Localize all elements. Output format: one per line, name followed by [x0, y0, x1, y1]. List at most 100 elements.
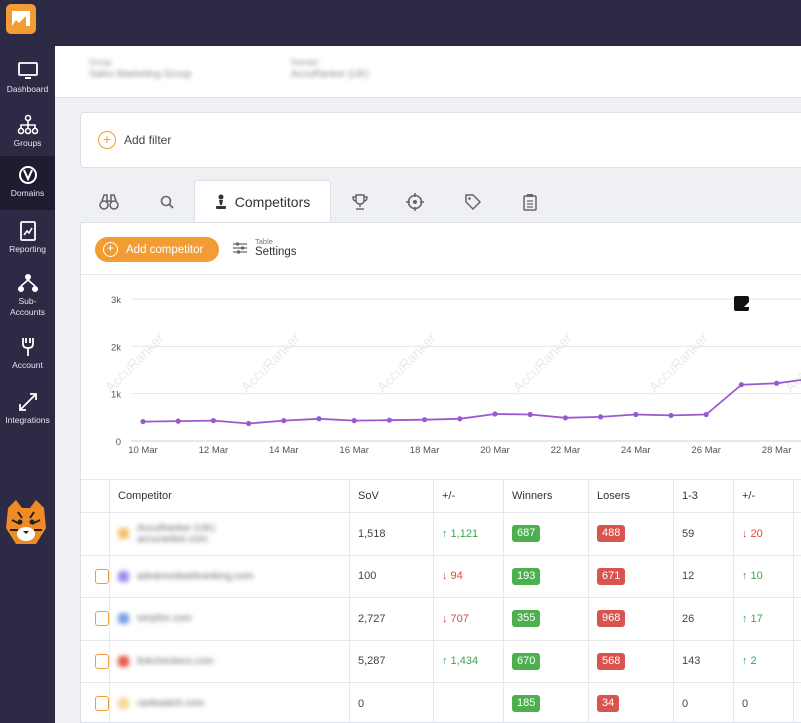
top3-delta-cell: ↑ 10	[733, 555, 793, 597]
tab-landing-pages[interactable]	[400, 180, 430, 223]
competitor-name: serpfox.com	[137, 613, 192, 625]
winners-badge: 193	[512, 567, 541, 585]
row-checkbox[interactable]	[95, 611, 109, 627]
data-point	[281, 418, 287, 424]
top3-value: 0	[682, 697, 689, 710]
nav-dashboard[interactable]: Dashboard	[0, 52, 55, 106]
competitors-panel: + Add competitor Table Settings 3k 2k 1k 0 A…	[80, 222, 801, 723]
header-strip: Group Sales Marketing Group Domain AccuR…	[55, 46, 801, 98]
sov-value: 5,287	[358, 655, 386, 668]
competitor-info: AccuRanker (UK) accuranker.com	[118, 523, 215, 545]
favicon-icon	[118, 613, 129, 625]
x-tick-label: 26 Mar	[691, 445, 721, 456]
competitor-name: AccuRanker (UK)	[137, 522, 215, 534]
select-cell	[81, 556, 109, 598]
top3-cell: 0	[673, 683, 733, 723]
x-tick-label: 22 Mar	[551, 445, 581, 456]
top3-delta: ↑ 17	[742, 612, 763, 625]
settings-label: Settings	[255, 246, 297, 258]
data-point	[703, 411, 709, 418]
column-header[interactable]: Competitor	[109, 480, 349, 512]
data-point	[316, 416, 322, 422]
tab-tags[interactable]	[458, 180, 488, 223]
group-selector[interactable]: Group Sales Marketing Group	[89, 58, 191, 80]
header-select-cell	[81, 480, 109, 512]
plus-circle-icon: +	[98, 131, 116, 149]
column-header[interactable]: +/-	[433, 480, 503, 512]
nav-label: Account	[12, 360, 43, 370]
watermark-text: AccuRanker	[102, 330, 167, 395]
add-competitor-button[interactable]: + Add competitor	[95, 237, 219, 262]
domain-caption: Domain	[291, 58, 319, 67]
losers-cell: 671	[588, 555, 673, 597]
group-caption: Group	[89, 58, 112, 67]
competitor-lines: serpfox.com	[137, 613, 191, 624]
tab-competitors[interactable]: Competitors	[194, 180, 331, 223]
data-point	[598, 414, 604, 420]
x-tick-label: 12 Mar	[199, 445, 229, 456]
losers-badge: 568	[597, 652, 626, 670]
x-tick-label: 28 Mar	[762, 445, 792, 456]
add-filter-button[interactable]: + Add filter	[98, 131, 171, 149]
nav-domains[interactable]: Domains	[0, 156, 55, 210]
top3-value: 143	[682, 655, 701, 668]
tab-keywords[interactable]	[152, 180, 182, 223]
column-header[interactable]: Losers	[588, 480, 673, 512]
tab-bar: Competitors	[80, 180, 801, 223]
chess-pawn-icon	[215, 194, 226, 209]
losers-badge: 488	[597, 525, 626, 543]
top3-delta-cell: ↑ 2	[733, 640, 793, 682]
data-point	[562, 415, 568, 421]
nav-groups[interactable]: Groups	[0, 106, 55, 160]
row-checkbox[interactable]	[95, 696, 109, 712]
table-row: rankwatch.com 0 185 34 0 0	[81, 682, 801, 723]
sidebar: Dashboard Groups Domains Reporting Sub- …	[0, 46, 55, 723]
toolbar: + Add competitor Table Settings	[81, 223, 801, 275]
nav-label: Dashboard	[6, 84, 49, 94]
tab-overview[interactable]	[94, 180, 124, 223]
losers-badge: 968	[597, 610, 626, 628]
tab-notes[interactable]	[515, 180, 545, 223]
domain-selector[interactable]: Domain AccuRanker (UK)	[291, 58, 369, 80]
select-cell	[81, 683, 109, 723]
competitor-cell: rankwatch.com	[109, 683, 349, 723]
binoculars-icon	[99, 193, 119, 210]
tab-ranking-distribution[interactable]	[345, 180, 375, 223]
top3-delta-cell: ↓ 20	[733, 513, 793, 555]
data-point	[246, 420, 252, 427]
domain-value: AccuRanker (UK)	[291, 69, 369, 80]
table-header-row: Competitor SoV +/- Winners Losers 1-3 +/- 4	[81, 479, 801, 512]
row-checkbox[interactable]	[95, 568, 109, 584]
accuranker-logo[interactable]	[6, 4, 36, 34]
table-row: AccuRanker (UK) accuranker.com 1,518 ↑ 1,12…	[81, 512, 801, 555]
top3-delta: ↓ 20	[742, 527, 763, 540]
column-header[interactable]: SoV	[349, 480, 433, 512]
sov-value: 0	[358, 697, 365, 710]
column-header-label: Winners	[512, 490, 553, 502]
row-checkbox[interactable]	[95, 653, 109, 669]
series-line	[142, 379, 801, 425]
data-point	[175, 418, 181, 424]
nav-label: Domains	[10, 188, 45, 198]
col4-cell	[793, 640, 801, 682]
nav-reporting[interactable]: Reporting	[0, 212, 55, 266]
column-header[interactable]: 4	[793, 480, 801, 512]
top3-cell: 26	[673, 598, 733, 640]
column-header[interactable]: +/-	[733, 480, 793, 512]
winners-badge: 185	[512, 695, 541, 713]
losers-badge: 34	[597, 695, 620, 713]
table-caption: Table	[255, 237, 273, 246]
competitor-domain: accuranker.com	[137, 533, 208, 545]
column-header[interactable]: 1-3	[673, 480, 733, 512]
nav-sub-accounts[interactable]: Sub- Accounts	[0, 264, 55, 326]
nav-integrations[interactable]: Integrations	[0, 383, 55, 437]
sov-cell: 1,518	[349, 513, 433, 555]
sov-delta-cell: ↑ 1,121	[433, 513, 503, 555]
sov-delta-cell: ↓ 707	[433, 598, 503, 640]
nav-account[interactable]: Account	[0, 328, 55, 382]
table-settings-button[interactable]: Table Settings	[233, 237, 297, 258]
watermark-text: AccuRanker	[510, 330, 575, 395]
competitor-cell: AccuRanker (UK) accuranker.com	[109, 513, 349, 555]
column-header[interactable]: Winners	[503, 480, 588, 512]
x-tick-label: 20 Mar	[480, 445, 510, 456]
